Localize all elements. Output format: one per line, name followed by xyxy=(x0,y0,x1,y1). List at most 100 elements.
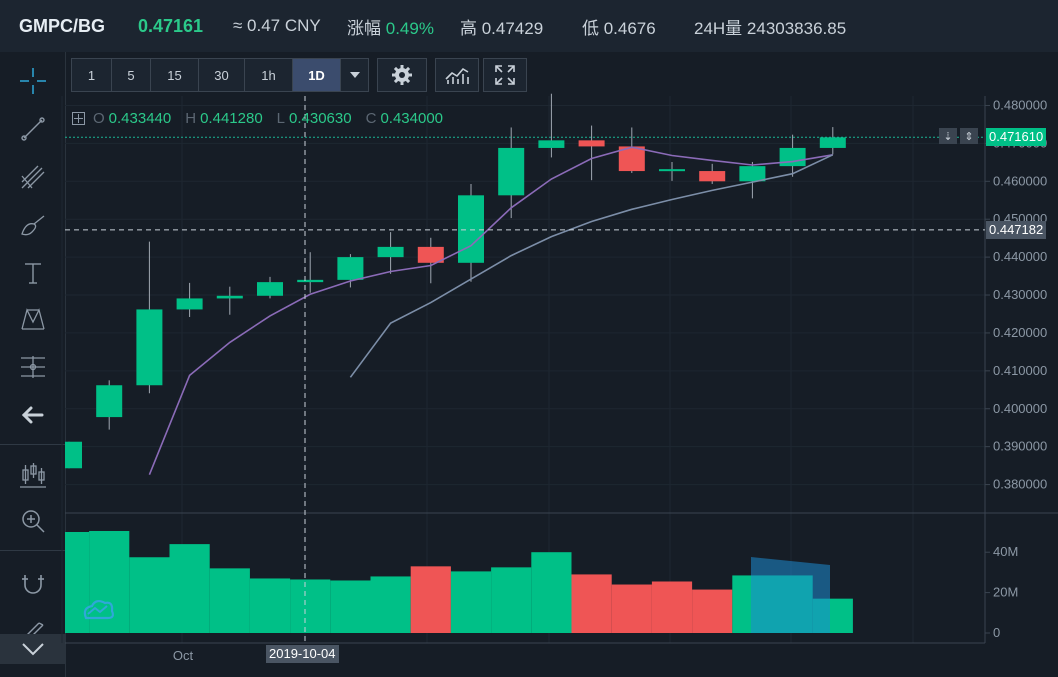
ma-fast-line xyxy=(148,146,833,476)
candle-body xyxy=(699,171,726,182)
last-price-tag: 0.471610 xyxy=(986,128,1047,147)
price-tick-label: 0.460000 xyxy=(993,173,1047,188)
crosshair-price-tag: 0.447182 xyxy=(986,220,1047,239)
volume-bar xyxy=(330,580,371,633)
crosshair-date-tag: 2019-10-04 xyxy=(266,645,339,663)
volume-bar xyxy=(129,557,170,633)
candle-body xyxy=(458,195,484,263)
zoom-in-icon[interactable] xyxy=(14,504,52,538)
open-label: O xyxy=(93,110,105,127)
trendline-icon[interactable] xyxy=(14,112,52,146)
volume-tick-label: 0 xyxy=(993,625,1000,640)
volume-bar xyxy=(410,566,451,633)
settings-group xyxy=(377,58,427,94)
cny-price: ≈ 0.47 CNY xyxy=(233,16,321,35)
volume-24h: 24H量 24303836.85 xyxy=(694,18,847,38)
price-tick-label: 0.420000 xyxy=(993,325,1047,340)
ticker-header: GMPC/BG 0.47161 ≈ 0.47 CNY 涨幅 0.49% 高 0.… xyxy=(0,0,1058,52)
candle-body xyxy=(578,140,605,147)
volume-bar xyxy=(611,584,652,633)
time-label-oct: Oct xyxy=(173,648,194,663)
chart-grid xyxy=(61,96,985,643)
price-tick-label: 0.380000 xyxy=(993,477,1047,492)
text-tool-icon[interactable] xyxy=(14,256,52,290)
close-label: C xyxy=(365,110,377,127)
open-value: 0.433440 xyxy=(108,110,172,127)
chevron-down-icon[interactable] xyxy=(0,634,65,664)
pair-symbol[interactable]: GMPC/BG xyxy=(19,15,106,36)
pattern-icon[interactable] xyxy=(14,302,52,336)
candle-body xyxy=(176,298,203,310)
volume-bar xyxy=(651,581,693,633)
price-tick-label: 0.390000 xyxy=(993,439,1047,454)
candle-body xyxy=(216,295,243,299)
drawing-toolbar xyxy=(0,52,66,677)
volume-bar xyxy=(450,571,492,633)
candle-body xyxy=(136,309,163,386)
candle-body xyxy=(297,279,324,283)
low-price: 低 0.4676 xyxy=(582,18,656,38)
volume-tick-label: 40M xyxy=(993,544,1018,559)
last-price: 0.47161 xyxy=(138,15,204,36)
candle-body xyxy=(739,166,766,182)
candle-body xyxy=(96,385,123,418)
high-value: 0.441280 xyxy=(200,110,263,127)
price-tick-label: 0.430000 xyxy=(993,287,1047,302)
back-arrow-icon[interactable] xyxy=(14,398,52,432)
interval-1[interactable]: 1 xyxy=(71,58,112,92)
ma-slow-line xyxy=(349,154,834,378)
candle-body xyxy=(65,441,82,469)
interval-1h[interactable]: 1h xyxy=(245,58,293,92)
candle-body xyxy=(257,282,283,296)
crosshair-icon[interactable] xyxy=(14,64,52,98)
ohlc-legend: O 0.433440 H 0.441280 L 0.430630 C 0.434… xyxy=(72,110,453,127)
change-value: 0.49% xyxy=(385,18,434,38)
candle-body xyxy=(659,169,685,172)
high-label: H xyxy=(185,110,197,127)
brush-icon[interactable] xyxy=(14,208,52,242)
cloud-logo-icon xyxy=(83,599,114,620)
volume-bar xyxy=(169,544,210,633)
volume-axis-labels: 40M 20M 0 xyxy=(985,544,1018,640)
change-label: 涨幅 xyxy=(347,18,381,38)
candle-body xyxy=(337,257,364,280)
volume-bar xyxy=(249,578,291,633)
volume-bar xyxy=(531,552,572,633)
scale-down-icon[interactable]: ⇣ xyxy=(939,128,957,144)
volume-bar xyxy=(290,579,331,633)
indicator-chart-icon[interactable] xyxy=(435,58,479,92)
fork-lines-icon[interactable] xyxy=(14,160,52,194)
volume-bar xyxy=(89,530,130,633)
price-tick-label: 0.440000 xyxy=(993,249,1047,264)
candles-icon[interactable] xyxy=(14,458,52,492)
collapse-legend-icon[interactable] xyxy=(72,112,85,125)
interval-30[interactable]: 30 xyxy=(199,58,245,92)
volume-highlight xyxy=(751,557,830,633)
high-price: 高 0.47429 xyxy=(460,18,544,38)
price-axis-labels: 0.4800000.4700000.4600000.4500000.440000… xyxy=(985,97,1047,492)
volume-bar xyxy=(692,589,733,633)
volume-bar xyxy=(491,567,532,633)
interval-group: 1 5 15 30 1h 1D xyxy=(71,58,369,94)
close-value: 0.434000 xyxy=(380,110,444,127)
candle-body xyxy=(618,146,645,172)
fullscreen-icon[interactable] xyxy=(483,58,527,92)
interval-15[interactable]: 15 xyxy=(151,58,199,92)
candle-body xyxy=(819,137,846,148)
interval-toolbar: 1 5 15 30 1h 1D xyxy=(71,58,535,94)
tools-group xyxy=(435,58,527,94)
price-tick-label: 0.410000 xyxy=(993,363,1047,378)
sidebar-divider-2 xyxy=(0,550,65,551)
low-label: L xyxy=(276,110,286,127)
magnet-icon[interactable] xyxy=(14,566,52,600)
volume-bar xyxy=(571,574,612,633)
gear-icon[interactable] xyxy=(377,58,427,92)
interval-1d[interactable]: 1D xyxy=(293,58,341,92)
caret-down-icon[interactable] xyxy=(341,58,369,92)
interval-5[interactable]: 5 xyxy=(112,58,151,92)
measure-icon[interactable] xyxy=(14,350,52,384)
scale-up-icon[interactable]: ⇕ xyxy=(960,128,978,144)
volume-tick-label: 20M xyxy=(993,585,1018,600)
volume-bar xyxy=(209,568,250,633)
